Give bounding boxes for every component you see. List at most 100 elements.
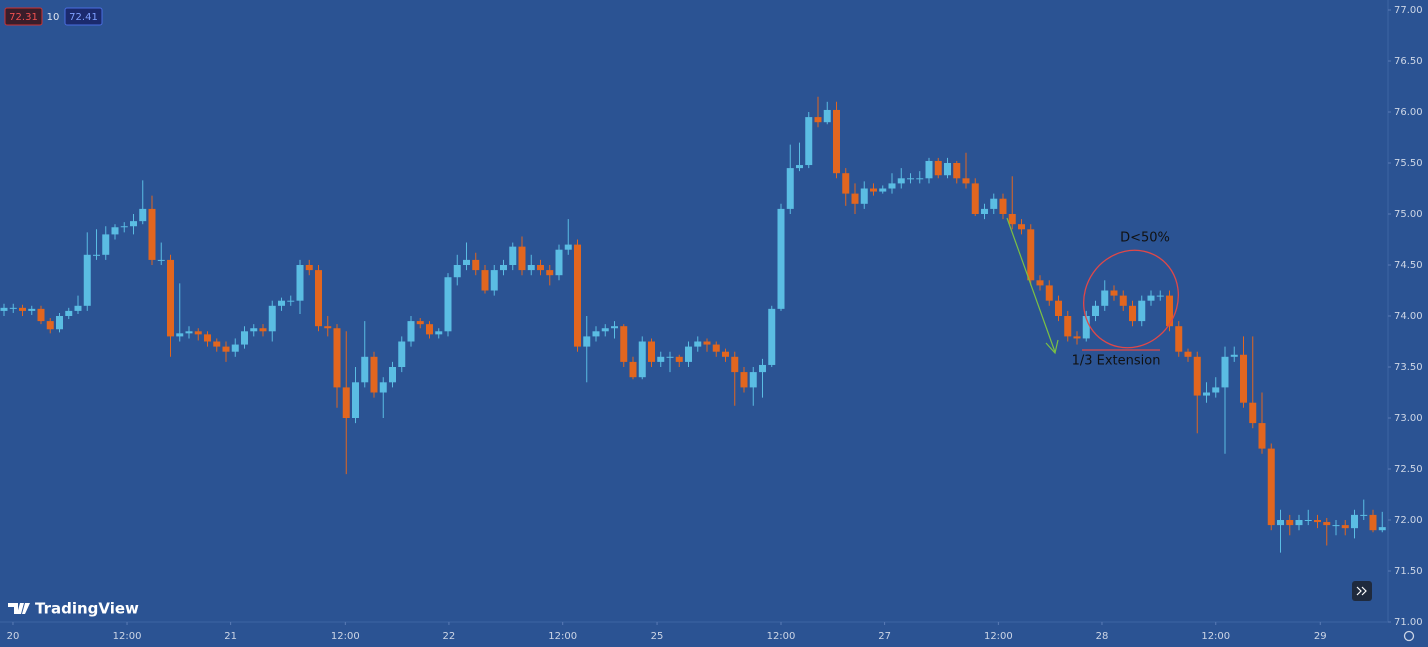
candle-body [1351, 514, 1358, 529]
candle-body [731, 356, 739, 373]
y-tick-label: 72.00 [1394, 515, 1423, 526]
candle-body [157, 259, 165, 261]
candle-body [694, 341, 702, 347]
candle-body [1267, 448, 1275, 526]
candle-body [167, 259, 174, 337]
candle-body [130, 221, 137, 227]
candle-body [1314, 520, 1321, 523]
candle-body [194, 331, 202, 335]
candle-body [777, 208, 785, 309]
candle-body [241, 331, 248, 345]
highlight-ellipse [1082, 249, 1180, 349]
candle-body [564, 244, 572, 250]
candle-body [305, 265, 313, 271]
candle-body [65, 310, 73, 316]
y-tick-label: 77.00 [1394, 5, 1423, 16]
candle-body [1286, 520, 1294, 526]
candle-body [1027, 229, 1035, 281]
candle-body [1277, 520, 1284, 526]
candle-body [389, 367, 396, 383]
x-tick-label: 28 [1096, 631, 1109, 642]
candle-body [231, 344, 239, 352]
candle-body [1156, 295, 1164, 297]
candle-body [583, 336, 591, 347]
candle-body [0, 307, 8, 311]
candle-body [768, 308, 776, 365]
candle-body [342, 387, 350, 418]
candle-body [1119, 295, 1127, 306]
candle-body [907, 178, 914, 180]
candle-body [1193, 356, 1201, 396]
candle-body [398, 341, 406, 367]
candle-body [278, 300, 285, 306]
y-tick-label: 75.00 [1394, 209, 1423, 220]
candle-body [1129, 305, 1136, 322]
y-tick-label: 76.50 [1394, 56, 1423, 67]
candle-body [490, 270, 498, 291]
candle-body [638, 341, 646, 378]
candle-body [1175, 326, 1183, 352]
candle-body [444, 277, 452, 332]
settings-button[interactable] [1403, 630, 1415, 642]
candle-body [139, 208, 147, 222]
x-tick-label: 12:00 [548, 631, 577, 642]
candle-body [1073, 336, 1081, 339]
candle-body [971, 183, 979, 214]
y-tick-label: 73.50 [1394, 362, 1423, 373]
candle-body [324, 326, 332, 329]
candle-body [1018, 224, 1025, 230]
candle-body [888, 183, 896, 189]
candle-body [925, 160, 933, 179]
candle-body [46, 321, 54, 330]
candle-body [379, 382, 387, 393]
candle-body [19, 307, 26, 311]
candle-body [796, 165, 803, 169]
candle-body [28, 308, 36, 311]
candle-body [1166, 295, 1173, 327]
candle-body [1092, 305, 1099, 316]
brand-name: TradingView [35, 600, 139, 618]
candle-body [1221, 356, 1229, 388]
candle-body [601, 328, 609, 332]
candle-body [361, 356, 369, 383]
candle-body [1230, 354, 1238, 357]
candle-body [37, 308, 45, 322]
candle-body [1295, 520, 1303, 526]
x-tick-label: 12:00 [331, 631, 360, 642]
candle-body [268, 305, 276, 332]
candle-body [851, 193, 859, 204]
candle-body [629, 361, 637, 378]
x-tick-label: 29 [1314, 631, 1327, 642]
brand-logo [8, 603, 30, 614]
candle-body [1341, 525, 1349, 529]
bid-badge [4, 7, 43, 26]
candle-body [93, 254, 100, 256]
candle-body [204, 334, 211, 342]
candle-body [370, 356, 378, 393]
candle-body [981, 208, 988, 214]
arrow-head [1045, 339, 1059, 355]
candle-body [1212, 387, 1220, 393]
candle-body [999, 198, 1007, 214]
candle-body [870, 188, 877, 192]
candle-body [259, 328, 267, 332]
candle-body [1240, 354, 1247, 403]
x-tick-label: 12:00 [767, 631, 796, 642]
bid-price: 72.31 [9, 12, 38, 23]
candle-body [1304, 520, 1312, 521]
candle-body [56, 316, 63, 330]
candle-body [1036, 280, 1044, 286]
candle-body [574, 244, 581, 347]
candle-body [527, 265, 535, 271]
candle-body [546, 270, 554, 276]
candle-body [666, 356, 674, 358]
y-tick-label: 72.50 [1394, 464, 1423, 475]
candle-body [879, 188, 887, 192]
scroll-button[interactable] [1352, 581, 1372, 601]
candle-body [823, 109, 831, 123]
candle-body [1055, 300, 1062, 316]
candle-body [1138, 300, 1146, 322]
candle-body [185, 331, 193, 334]
candle-body [833, 109, 840, 174]
y-tick-label: 71.50 [1394, 566, 1423, 577]
